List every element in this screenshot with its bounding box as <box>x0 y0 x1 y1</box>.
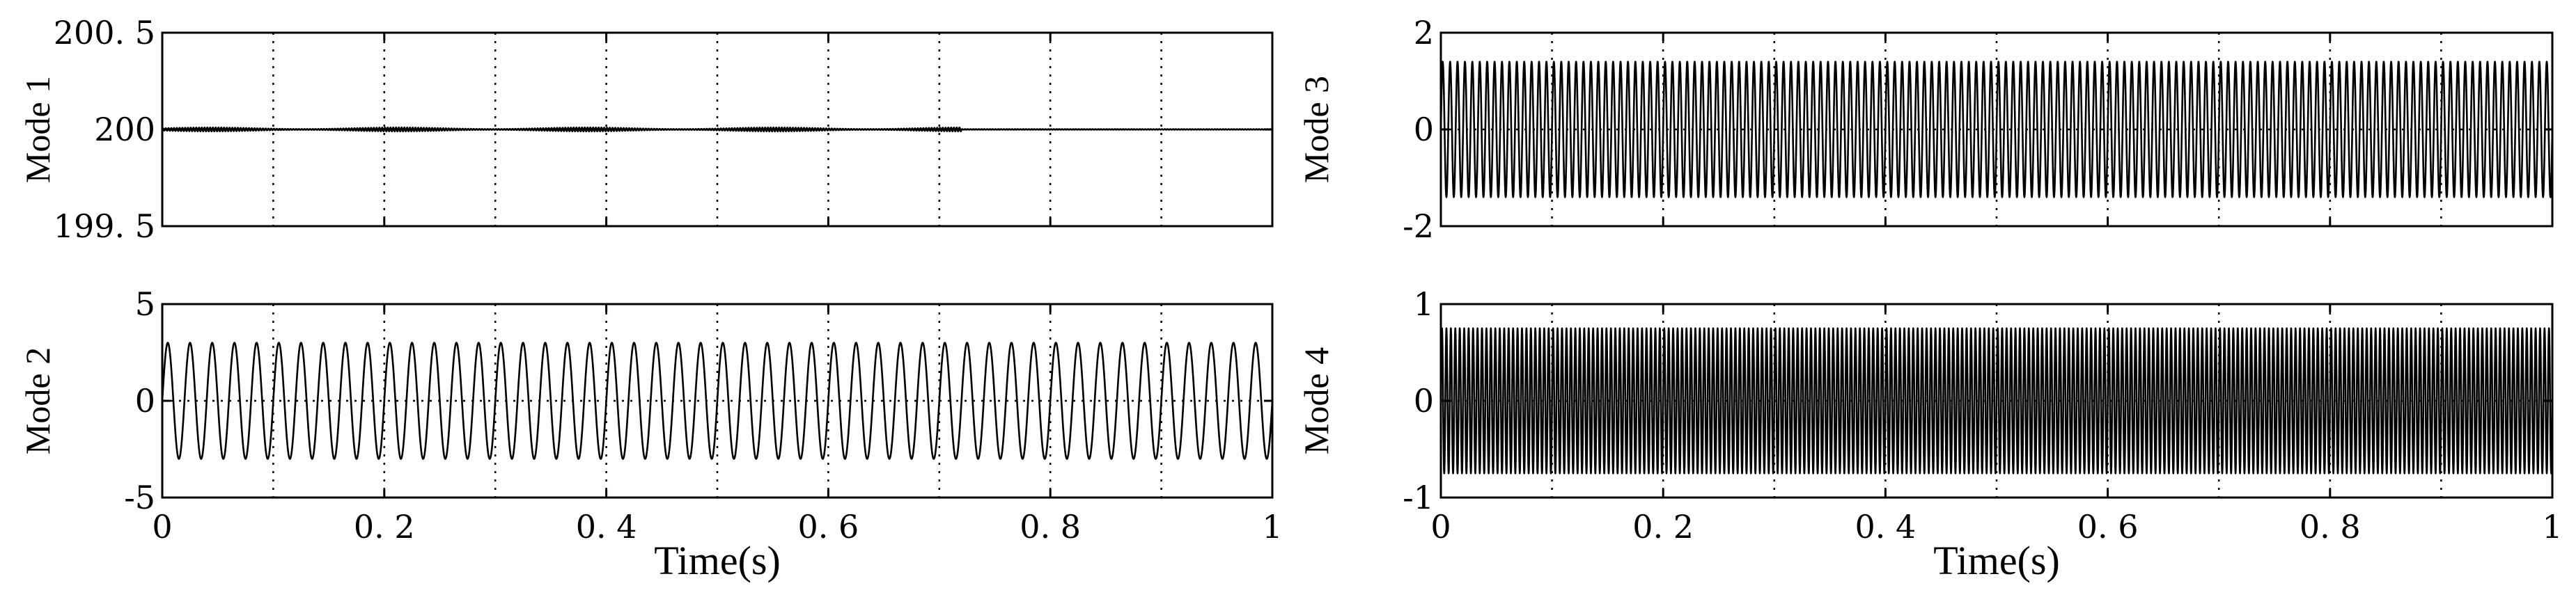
x-tick-label: 0. 6 <box>798 508 859 546</box>
y-tick-label: 199. 5 <box>54 207 155 245</box>
x-tick-label: 1 <box>2542 508 2562 546</box>
x-tick-label: 1 <box>1262 508 1282 546</box>
x-tick-label: 0 <box>1430 508 1451 546</box>
y-axis-title: Mode 3 <box>1297 76 1336 183</box>
x-tick-label: 0. 4 <box>576 508 637 546</box>
y-tick-label: -1 <box>1403 479 1434 516</box>
y-tick-label: 0 <box>135 382 155 420</box>
y-tick-label: 200. 5 <box>54 14 155 51</box>
y-axis-title: Mode 1 <box>18 76 57 183</box>
x-tick-label: 0. 2 <box>1632 508 1694 546</box>
x-tick-label: 0 <box>152 508 172 546</box>
x-tick-label: 0. 8 <box>1020 508 1081 546</box>
panel-mode3: -2 0 2 Mode 3 <box>1297 14 2554 245</box>
y-tick-label: 200 <box>94 111 155 148</box>
y-tick-label: 0 <box>1414 382 1434 420</box>
x-tick-label: 0. 6 <box>2077 508 2139 546</box>
y-tick-label: 2 <box>1414 14 1434 51</box>
x-tick-label: 0. 4 <box>1855 508 1917 546</box>
x-tick-label: 0. 2 <box>354 508 415 546</box>
signal-line-mode1 <box>161 126 1274 133</box>
y-axis-title: Mode 2 <box>18 347 57 454</box>
signal-line-mode3 <box>1439 61 2554 198</box>
y-tick-label: 1 <box>1414 285 1434 323</box>
signal-line-mode2 <box>161 342 1274 460</box>
panel-mode1: 199. 5 200 200. 5 Mode 1 <box>18 14 1274 245</box>
x-axis-title: Time(s) <box>654 538 781 583</box>
y-tick-label: -2 <box>1403 207 1434 245</box>
x-axis-title: Time(s) <box>1933 538 2060 583</box>
y-tick-label: 5 <box>135 285 155 323</box>
y-tick-label: 0 <box>1414 111 1434 148</box>
y-tick-label: -5 <box>124 479 155 516</box>
x-tick-label: 0. 8 <box>2300 508 2361 546</box>
y-axis-title: Mode 4 <box>1297 347 1336 454</box>
signal-line-mode4 <box>1439 327 2554 475</box>
